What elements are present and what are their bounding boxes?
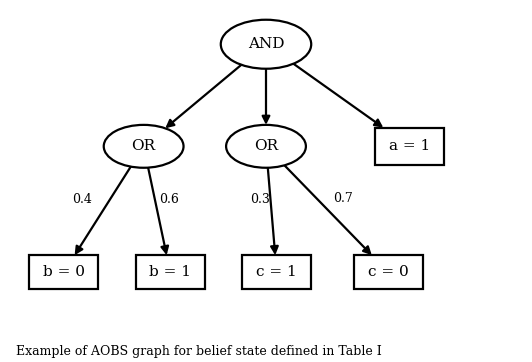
- Ellipse shape: [226, 125, 306, 168]
- Text: b = 0: b = 0: [43, 265, 85, 279]
- Text: c = 1: c = 1: [256, 265, 297, 279]
- Text: 0.3: 0.3: [250, 193, 270, 206]
- Ellipse shape: [104, 125, 184, 168]
- FancyBboxPatch shape: [29, 255, 98, 289]
- Text: c = 0: c = 0: [368, 265, 409, 279]
- Text: b = 1: b = 1: [149, 265, 191, 279]
- Text: OR: OR: [131, 139, 156, 153]
- Text: AND: AND: [248, 37, 284, 51]
- Text: a = 1: a = 1: [389, 139, 430, 153]
- FancyBboxPatch shape: [242, 255, 311, 289]
- Ellipse shape: [221, 20, 311, 69]
- Text: OR: OR: [254, 139, 278, 153]
- FancyBboxPatch shape: [375, 128, 444, 165]
- Text: Example of AOBS graph for belief state defined in Table I: Example of AOBS graph for belief state d…: [16, 345, 381, 358]
- Text: 0.7: 0.7: [333, 192, 353, 205]
- Text: 0.6: 0.6: [159, 193, 179, 206]
- Text: 0.4: 0.4: [72, 193, 93, 206]
- FancyBboxPatch shape: [354, 255, 423, 289]
- FancyBboxPatch shape: [136, 255, 205, 289]
